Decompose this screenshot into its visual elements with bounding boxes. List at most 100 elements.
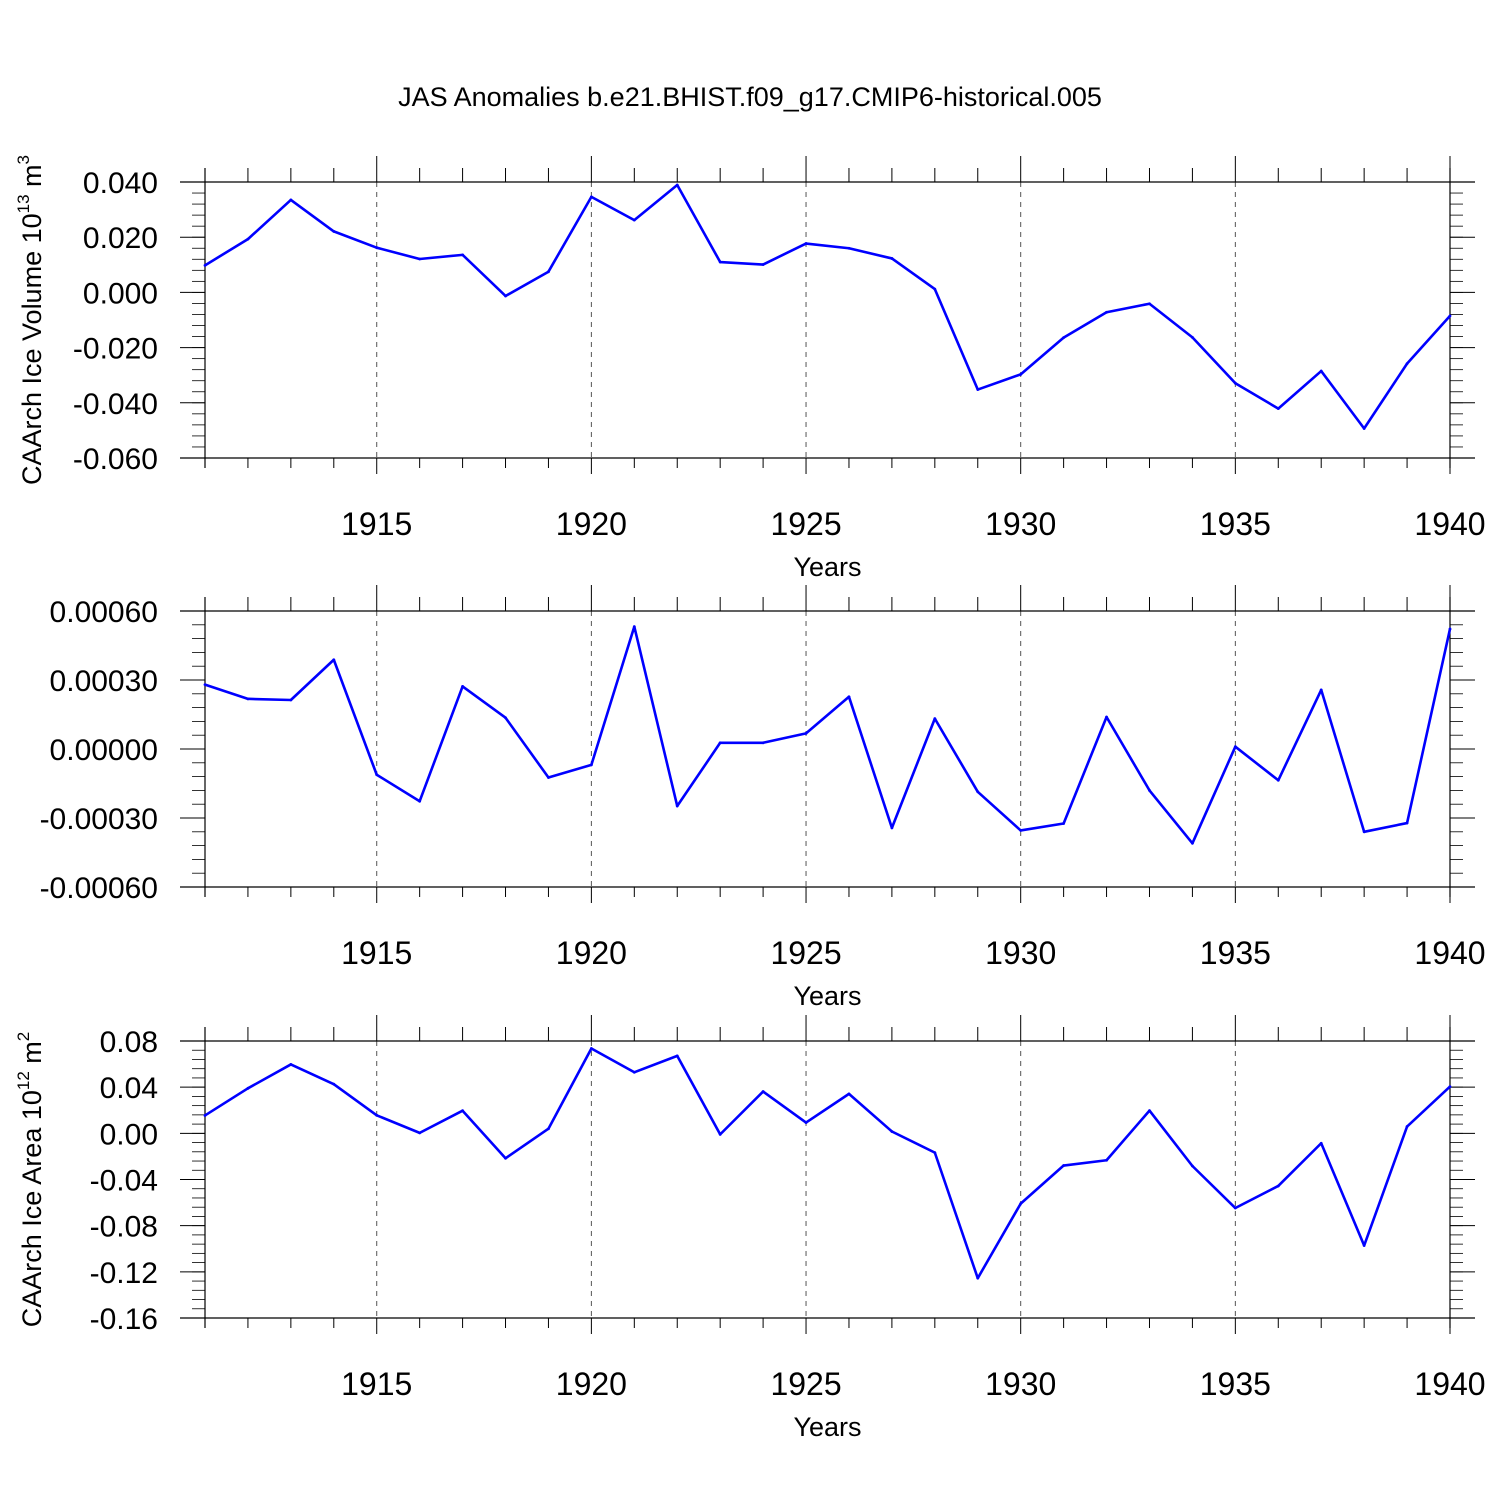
data-point [375,1113,379,1117]
data-point [1019,829,1023,832]
data-point [246,1086,250,1090]
page-title: JAS Anomalies b.e21.BHIST.f09_g17.CMIP6-… [398,82,1102,112]
y-tick-label: -0.12 [90,1257,158,1290]
data-point [1233,381,1237,385]
data-point [547,270,550,274]
data-point [976,388,980,391]
x-tick-label: 1920 [556,935,627,971]
data-point [461,685,464,688]
data-point [203,263,207,267]
data-point [890,257,894,260]
data-point [804,242,808,245]
y-tick-label: -0.16 [90,1303,158,1336]
data-point [847,1092,851,1096]
data-point [203,683,207,686]
data-point [589,763,593,767]
y-tick-label: 0.08 [100,1026,158,1059]
series-line [204,183,1451,430]
data-point [804,1121,808,1124]
data-point [418,799,422,803]
y-tick-label: -0.00060 [40,872,158,905]
data-point [1448,627,1452,631]
data-point [289,198,293,202]
data-point [1362,427,1366,430]
data-point [718,260,722,264]
y-tick-label: -0.020 [73,333,158,366]
data-point [504,1156,507,1160]
data-point [375,773,379,777]
y-tick-label: 0.00060 [50,596,158,629]
data-point [1105,715,1108,719]
data-point [1448,1085,1452,1088]
data-point [933,287,937,291]
data-point [1191,1164,1194,1168]
data-point [289,1063,293,1066]
data-point [1019,372,1023,376]
data-point [1062,1164,1066,1167]
y-tick-label: 0.020 [83,222,158,255]
panel-snow-volume: 0.00060 0.00030 0.00000 -0.00030 -0.00060 191… [40,585,1486,1011]
data-point [1062,822,1066,825]
y-tick-label: 0.00000 [50,734,158,767]
x-axis-label: Years [793,981,861,1011]
x-tick-label: 1915 [341,1366,412,1402]
data-point [1191,841,1194,845]
data-point [847,246,851,250]
data-point [890,826,894,830]
data-point [1319,369,1323,373]
x-tick-label: 1935 [1200,1366,1271,1402]
y-tick-label: -0.00030 [40,803,158,836]
data-point [632,1070,636,1074]
data-point [804,731,808,735]
data-point [718,1132,722,1136]
data-point [675,804,679,808]
y-tick-label: 0.04 [100,1072,158,1105]
data-point [847,695,851,699]
y-tick-label: -0.08 [90,1211,158,1244]
data-point [504,294,507,298]
data-point [246,697,250,701]
data-point [933,717,937,721]
data-point [461,1109,464,1113]
x-tick-label: 1930 [985,1366,1056,1402]
y-tick-label: 0.00 [100,1118,158,1151]
x-tick-label: 1940 [1414,1366,1485,1402]
data-point [976,1276,980,1280]
data-point [1105,1158,1108,1162]
data-point [1362,1244,1366,1247]
data-point [1191,335,1194,339]
data-point [1148,789,1151,792]
x-tick-label: 1925 [770,506,841,542]
data-point [976,790,980,794]
data-point [547,1127,550,1131]
x-tick-label: 1930 [985,506,1056,542]
x-tick-label: 1920 [556,1366,627,1402]
data-point [1319,1141,1323,1145]
y-tick-label: 0.000 [83,277,158,310]
x-tick-label: 1925 [770,935,841,971]
data-point [1105,310,1108,314]
x-tick-label: 1935 [1200,506,1271,542]
x-axis-label: Years [793,552,861,582]
x-tick-label: 1930 [985,935,1056,971]
data-point [1362,830,1366,834]
data-point [1019,1202,1023,1206]
data-point [1276,407,1280,410]
data-point [1276,1184,1280,1188]
data-point [461,253,464,257]
data-point [675,1054,679,1058]
data-point [1148,1109,1151,1112]
y-axis-label: CAArch Ice Volume 1013 m3 [14,155,47,485]
data-point [718,741,722,745]
data-point [761,263,765,266]
x-axis-label: Years [793,1412,861,1442]
x-tick-label: 1940 [1414,935,1485,971]
y-tick-label: 0.00030 [50,665,158,698]
data-point [761,1090,765,1093]
data-point [375,246,379,250]
data-point [1062,336,1066,340]
x-tick-label: 1915 [341,506,412,542]
y-tick-label: 0.040 [83,167,158,200]
data-point [890,1130,894,1133]
